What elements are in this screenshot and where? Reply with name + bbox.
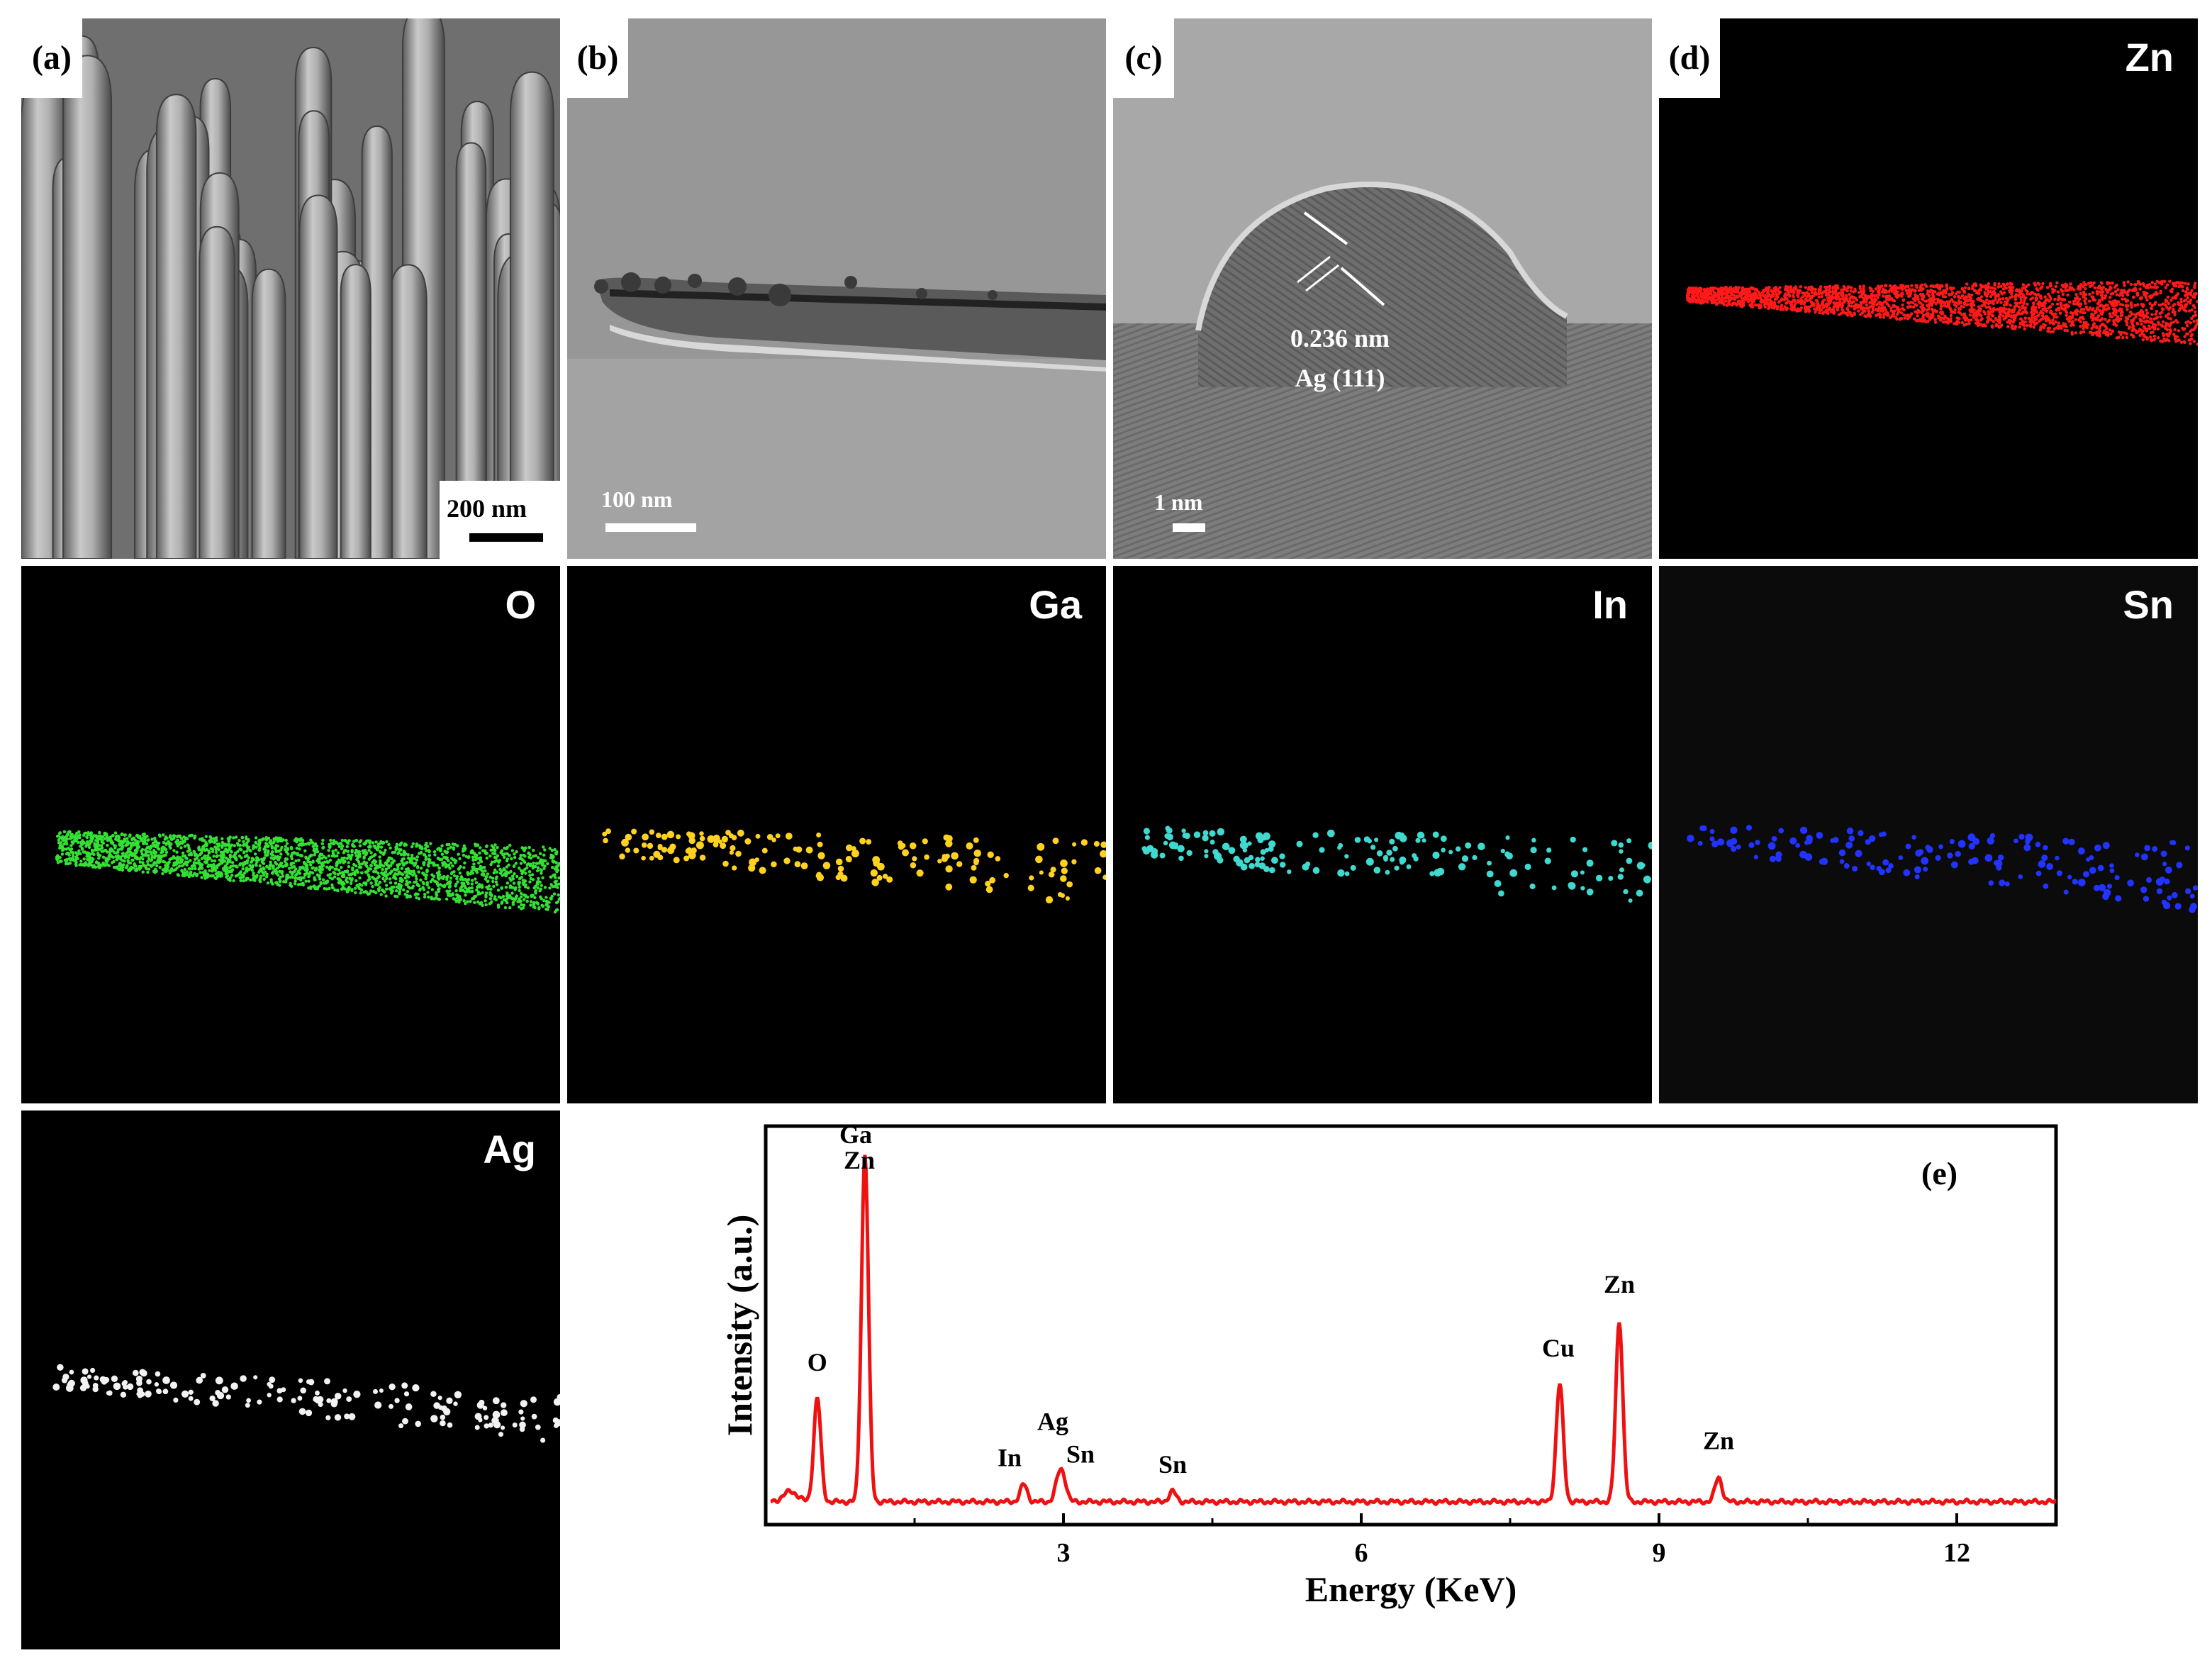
ag-map-dots (21, 1110, 560, 1649)
peak-label: Ag (1037, 1407, 1068, 1435)
panel-e-label: (e) (1921, 1155, 1957, 1191)
panel-d-zn-map: (d) Zn (1659, 18, 2198, 559)
in-map-label: In (1592, 581, 1628, 628)
x-tick-label: 3 (1057, 1538, 1071, 1568)
panel-b-tem: (b) 100 nm (567, 18, 1106, 559)
lattice-spacing-label: 0.236 nm (1262, 323, 1418, 353)
scale-bar (469, 533, 543, 542)
scale-bar (1173, 523, 1205, 532)
peak-label: Sn (1158, 1450, 1187, 1479)
in-map: In (1113, 566, 1652, 1103)
scale-bar-text: 1 nm (1154, 489, 1202, 516)
peak-label: In (998, 1443, 1022, 1471)
ag-map-label: Ag (483, 1126, 536, 1172)
peak-label: Zn (1604, 1270, 1635, 1298)
sn-map-dots (1659, 566, 2198, 1103)
scale-bar-text: 200 nm (447, 494, 527, 523)
peak-label: Ga (839, 1120, 872, 1149)
x-axis-label: Energy (KeV) (1305, 1569, 1517, 1609)
sn-map: Sn (1659, 566, 2198, 1103)
panel-d-label: (d) (1659, 18, 1720, 98)
peak-label: Zn (1703, 1426, 1734, 1454)
zn-map-dots (1659, 18, 2198, 559)
scale-bar (605, 523, 696, 532)
peak-label: O (808, 1348, 827, 1376)
peak-label: Zn (844, 1146, 875, 1174)
panel-c-label: (c) (1113, 18, 1174, 98)
ag-map: Ag (21, 1110, 560, 1649)
x-tick-label: 6 (1355, 1538, 1368, 1568)
panel-a-sem: (a) 200 nm (21, 18, 560, 559)
o-map: O (21, 566, 560, 1103)
sem-nanorods-image (21, 18, 560, 559)
ga-map: Ga (567, 566, 1106, 1103)
o-map-label: O (505, 581, 536, 628)
scale-bar-text: 100 nm (601, 486, 672, 513)
in-map-dots (1113, 566, 1652, 1103)
peak-label: Cu (1542, 1334, 1575, 1362)
y-axis-label: Intensity (a.u.) (723, 1215, 759, 1437)
panel-a-label: (a) (21, 18, 82, 98)
panel-b-label: (b) (567, 18, 628, 98)
lattice-plane-label: Ag (111) (1262, 363, 1418, 393)
tem-nanorod-image (567, 18, 1106, 559)
panel-c-hrtem: (c) 0.236 nm Ag (111) 1 nm (1113, 18, 1652, 559)
ga-map-label: Ga (1029, 581, 1082, 628)
ga-map-dots (567, 566, 1106, 1103)
peak-label: Sn (1066, 1440, 1095, 1468)
x-tick-label: 9 (1653, 1538, 1666, 1568)
plot-frame (766, 1126, 2056, 1525)
x-tick-label: 12 (1943, 1538, 1970, 1568)
sn-map-label: Sn (2123, 581, 2174, 628)
spectrum-line (771, 1155, 2056, 1505)
o-map-dots (21, 566, 560, 1103)
hrtem-lattice-image (1113, 18, 1652, 559)
zn-map-label: Zn (2126, 34, 2174, 80)
